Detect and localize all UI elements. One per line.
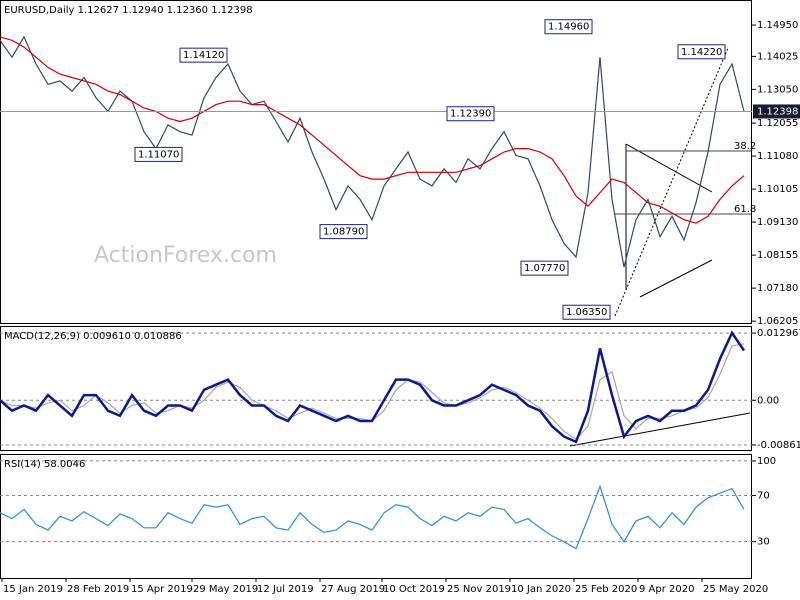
y-tick-label: 30: [757, 537, 770, 548]
y-tick-label: 70: [757, 491, 770, 502]
x-tick-label: 27 Aug 2019: [321, 584, 385, 595]
annotation-box: [544, 19, 593, 35]
x-tick-label: 10 Jan 2020: [511, 584, 571, 595]
y-tick-label: 1.10105: [757, 184, 798, 195]
y-tick-label: 1.12055: [757, 118, 798, 129]
x-tick-label: 15 Apr 2019: [131, 584, 193, 595]
panel-title: RSI(14) 58.0046: [4, 459, 85, 470]
x-tick-label: 28 Feb 2019: [67, 584, 129, 595]
annotation-box: [446, 106, 495, 122]
x-tick-label: 9 Apr 2020: [639, 584, 694, 595]
panel-title: EURUSD,Daily 1.12627 1.12940 1.12360 1.1…: [4, 5, 253, 16]
fib-label: 61.8: [734, 204, 756, 215]
annotation-box: [520, 260, 569, 276]
series-line: [0, 36, 745, 224]
panel-border: [0, 0, 752, 324]
series-line: [0, 35, 745, 268]
y-tick-label: 1.07180: [757, 283, 798, 294]
panel-border: [0, 454, 752, 579]
x-tick-label: 15 Jan 2019: [3, 584, 63, 595]
annotation-box: [179, 47, 228, 63]
x-tick-label: 25 Nov 2019: [447, 584, 511, 595]
y-tick-label: 0.012967: [757, 328, 800, 339]
annotation-label: 1.08790: [323, 227, 364, 238]
current-price-label: 1.12398: [757, 106, 798, 117]
annotation-box: [134, 146, 183, 162]
annotation-label: 1.11070: [138, 149, 179, 160]
series-line: [0, 484, 745, 550]
y-tick-label: 100: [757, 456, 776, 467]
y-tick-label: 1.08155: [757, 250, 798, 261]
x-tick-label: 10 Oct 2019: [383, 584, 445, 595]
panel-title: MACD(12,26,9) 0.009610 0.010886: [4, 331, 182, 342]
y-tick-label: 1.14950: [757, 20, 798, 31]
annotation-label: 1.14120: [183, 50, 224, 61]
y-tick-label: 1.13050: [757, 84, 798, 95]
y-tick-label: 1.09130: [757, 217, 798, 228]
watermark: ActionForex.com: [94, 243, 277, 268]
y-tick-label: -0.008616: [757, 440, 800, 451]
y-tick-label: 0.00: [757, 395, 779, 406]
x-tick-label: 12 Jul 2019: [257, 584, 314, 595]
annotation-label: 1.12390: [450, 109, 491, 120]
annotation-label: 1.07770: [524, 263, 565, 274]
y-tick-label: 1.06205: [757, 316, 798, 327]
annotation-box: [677, 44, 726, 60]
trend-lines: [569, 47, 752, 447]
annotation-box: [562, 304, 611, 320]
x-tick-label: 25 Feb 2020: [575, 584, 637, 595]
y-tick-label: 1.11080: [757, 151, 798, 162]
annotation-label: 1.14220: [681, 47, 722, 58]
series-line: [0, 330, 746, 444]
annotation-label: 1.06350: [566, 307, 607, 318]
annotation-box: [319, 224, 368, 240]
annotation-label: 1.14960: [548, 22, 589, 33]
x-tick-label: 25 May 2020: [703, 584, 768, 595]
x-tick-label: 29 May 2019: [193, 584, 258, 595]
fib-label: 38.2: [734, 141, 756, 152]
y-tick-label: 1.14025: [757, 51, 798, 62]
current-price-box: [753, 104, 800, 119]
panel-border: [0, 326, 752, 451]
